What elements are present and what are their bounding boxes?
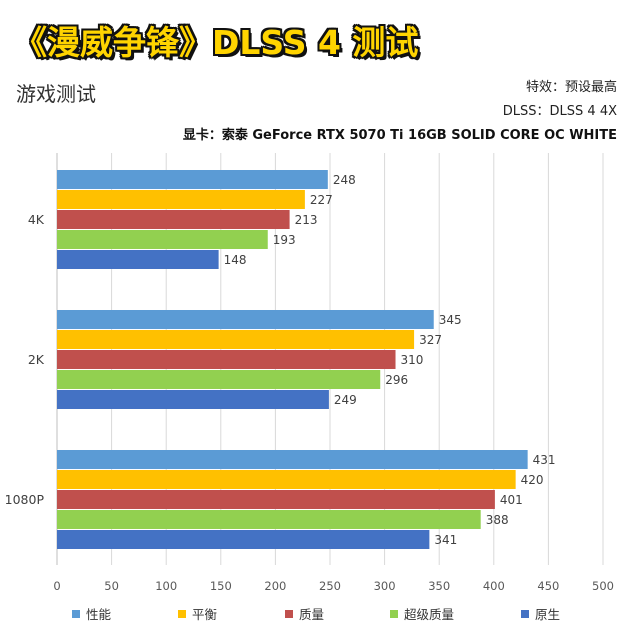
settings-label: 特效：预设最高: [525, 80, 617, 95]
legend-swatch: [72, 609, 80, 618]
legend-label: 性能: [86, 607, 112, 622]
legend-label: 平衡: [192, 607, 218, 622]
data-label: 327: [419, 333, 442, 347]
x-tick-label: 400: [483, 579, 505, 593]
data-label: 431: [533, 453, 556, 467]
bar: [57, 510, 481, 529]
data-label: 420: [521, 473, 544, 487]
chart-legend: 性能 平衡 质量 超级质量 原生: [0, 604, 631, 624]
bar: [57, 250, 219, 269]
data-label: 345: [439, 313, 462, 327]
legend-item: 平衡: [178, 604, 217, 623]
legend-item: 质量: [285, 604, 324, 623]
data-label: 248: [333, 173, 356, 187]
data-label: 310: [401, 353, 424, 367]
bar: [57, 490, 495, 509]
legend-label: 原生: [535, 607, 561, 622]
bar: [57, 230, 268, 249]
bar: [57, 390, 329, 409]
legend-item: 超级质量: [390, 604, 454, 623]
category-label: 4K: [28, 212, 45, 227]
x-tick-label: 250: [319, 579, 341, 593]
bar: [57, 370, 381, 389]
bar: [57, 530, 430, 549]
x-tick-label: 50: [104, 579, 119, 593]
data-label: 388: [486, 513, 509, 527]
legend-swatch: [178, 609, 186, 618]
bar: [57, 450, 528, 469]
bar: [57, 310, 434, 329]
data-label: 296: [385, 373, 408, 387]
x-tick-label: 150: [210, 579, 232, 593]
x-tick-label: 500: [592, 579, 614, 593]
x-tick-label: 300: [374, 579, 396, 593]
data-label: 213: [295, 213, 318, 227]
data-label: 227: [310, 193, 333, 207]
gpu-label: 显卡：索泰 GeForce RTX 5070 Ti 16GB SOLID COR…: [182, 128, 617, 143]
legend-item: 原生: [521, 604, 560, 623]
x-tick-label: 0: [53, 579, 60, 593]
legend-swatch: [521, 609, 529, 618]
bar: [57, 190, 305, 209]
chart-subtitle: 游戏测试: [16, 82, 96, 106]
legend-label: 超级质量: [404, 607, 455, 622]
x-tick-label: 200: [264, 579, 286, 593]
x-tick-label: 350: [428, 579, 450, 593]
category-label: 2K: [28, 352, 45, 367]
x-tick-label: 450: [537, 579, 559, 593]
bar: [57, 350, 396, 369]
legend-label: 质量: [299, 607, 325, 622]
bar: [57, 210, 290, 229]
data-label: 148: [224, 253, 247, 267]
x-tick-label: 100: [155, 579, 177, 593]
legend-item: 性能: [72, 604, 111, 623]
data-label: 401: [500, 493, 523, 507]
bar: [57, 470, 516, 489]
data-label: 193: [273, 233, 296, 247]
bar: [57, 170, 328, 189]
category-label: 1080P: [5, 492, 45, 507]
dlss-label: DLSS：DLSS 4 4X: [502, 104, 617, 119]
legend-swatch: [390, 609, 398, 618]
data-label: 341: [434, 533, 457, 547]
legend-swatch: [285, 609, 293, 618]
chart-title: 《漫威争锋》DLSS 4 测试: [14, 23, 419, 62]
bar: [57, 330, 415, 349]
data-label: 249: [334, 393, 357, 407]
